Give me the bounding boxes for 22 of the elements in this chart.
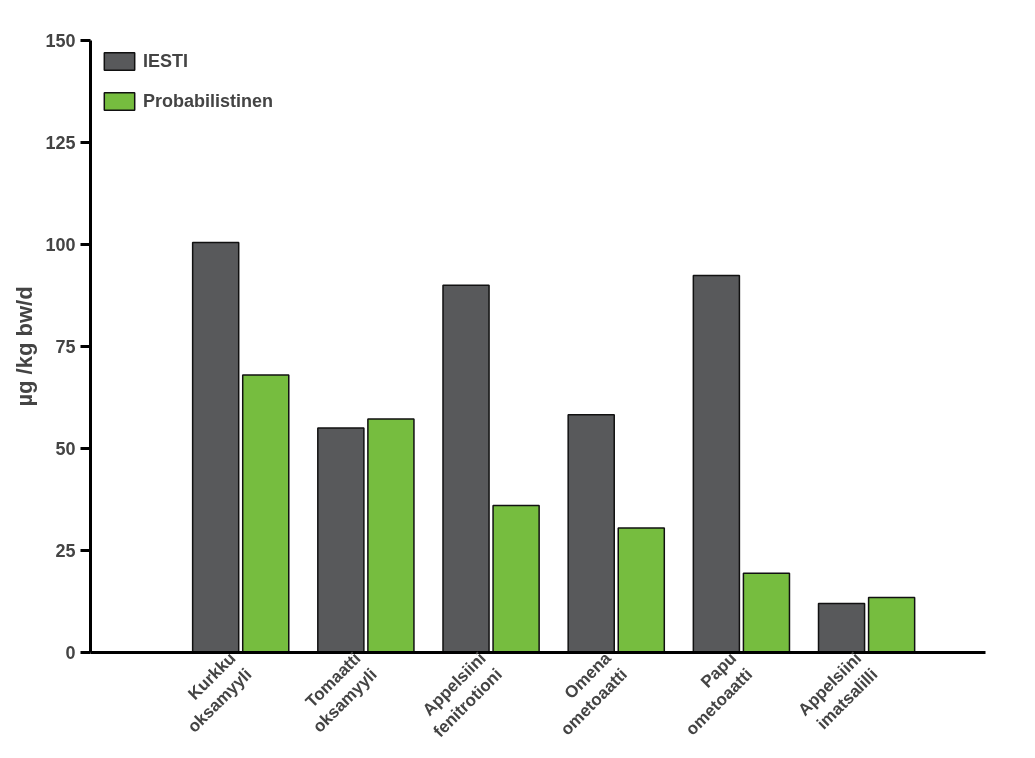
bar [742, 572, 791, 653]
y-tick-label: 50 [55, 439, 76, 459]
y-tick-label: 25 [55, 541, 76, 561]
bar [817, 602, 866, 653]
y-tick-label: 0 [65, 643, 76, 663]
bar [442, 284, 490, 653]
bar [367, 418, 415, 653]
legend-label: IESTI [143, 50, 189, 72]
y-axis-title: µg /kg bw/d [12, 286, 38, 407]
bar [241, 374, 290, 653]
bar [567, 413, 615, 653]
y-tick-label: 100 [45, 235, 76, 255]
y-tick-label: 150 [45, 31, 76, 51]
bar [617, 527, 666, 653]
bar [317, 427, 365, 653]
bar [492, 504, 540, 653]
bar [191, 241, 240, 653]
bar [867, 596, 916, 653]
y-tick-label: 125 [45, 133, 76, 153]
legend-label: Probabilistinen [143, 90, 274, 112]
bar [692, 274, 741, 653]
y-tick-label: 75 [55, 337, 76, 357]
